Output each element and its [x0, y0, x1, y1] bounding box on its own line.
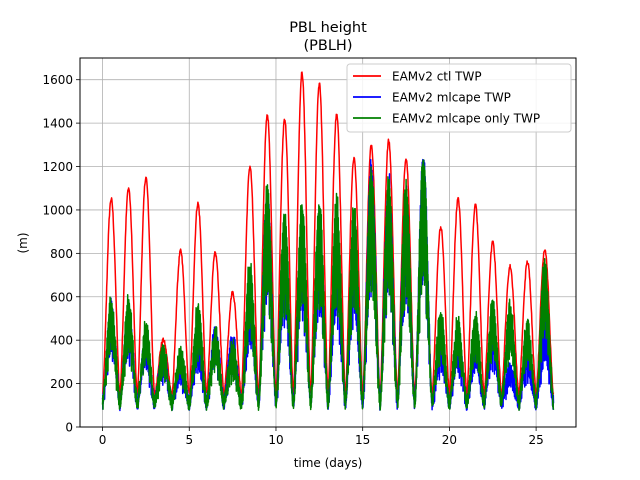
x-tick-label: 5 — [185, 433, 193, 447]
y-tick-label: 0 — [65, 421, 73, 435]
plot-frame — [79, 57, 577, 428]
x-tick-label: 25 — [528, 433, 543, 447]
y-axis-label: (m) — [16, 232, 30, 253]
y-tick-label: 800 — [50, 247, 73, 261]
legend-label-0: EAMv2 ctl TWP — [392, 70, 482, 84]
legend: EAMv2 ctl TWP EAMv2 mlcape TWP EAMv2 mlcap… — [346, 63, 572, 133]
x-tick-label: 10 — [268, 433, 283, 447]
y-tick-label: 1600 — [42, 73, 73, 87]
legend-label-2: EAMv2 mlcape only TWP — [392, 112, 540, 126]
chart-subtitle: (PBLH) — [304, 38, 353, 54]
x-axis: 0 5 10 15 20 25 — [99, 427, 544, 447]
y-tick-label: 600 — [50, 290, 73, 304]
series-lines — [101, 71, 555, 412]
chart-title: PBL height — [289, 20, 367, 36]
series-line-2 — [101, 159, 555, 412]
x-axis-label: time (days) — [294, 456, 363, 470]
legend-label-1: EAMv2 mlcape TWP — [392, 91, 511, 105]
y-tick-label: 1400 — [42, 117, 73, 131]
y-tick-label: 1000 — [42, 203, 73, 217]
x-tick-label: 0 — [99, 433, 107, 447]
legend-box — [346, 63, 572, 133]
y-tick-label: 400 — [50, 334, 73, 348]
y-tick-label: 1200 — [42, 160, 73, 174]
y-axis: 0 200 400 600 800 1000 1200 1400 1600 — [42, 73, 80, 435]
x-tick-label: 20 — [442, 433, 457, 447]
x-tick-label: 15 — [355, 433, 370, 447]
y-tick-label: 200 — [50, 377, 73, 391]
